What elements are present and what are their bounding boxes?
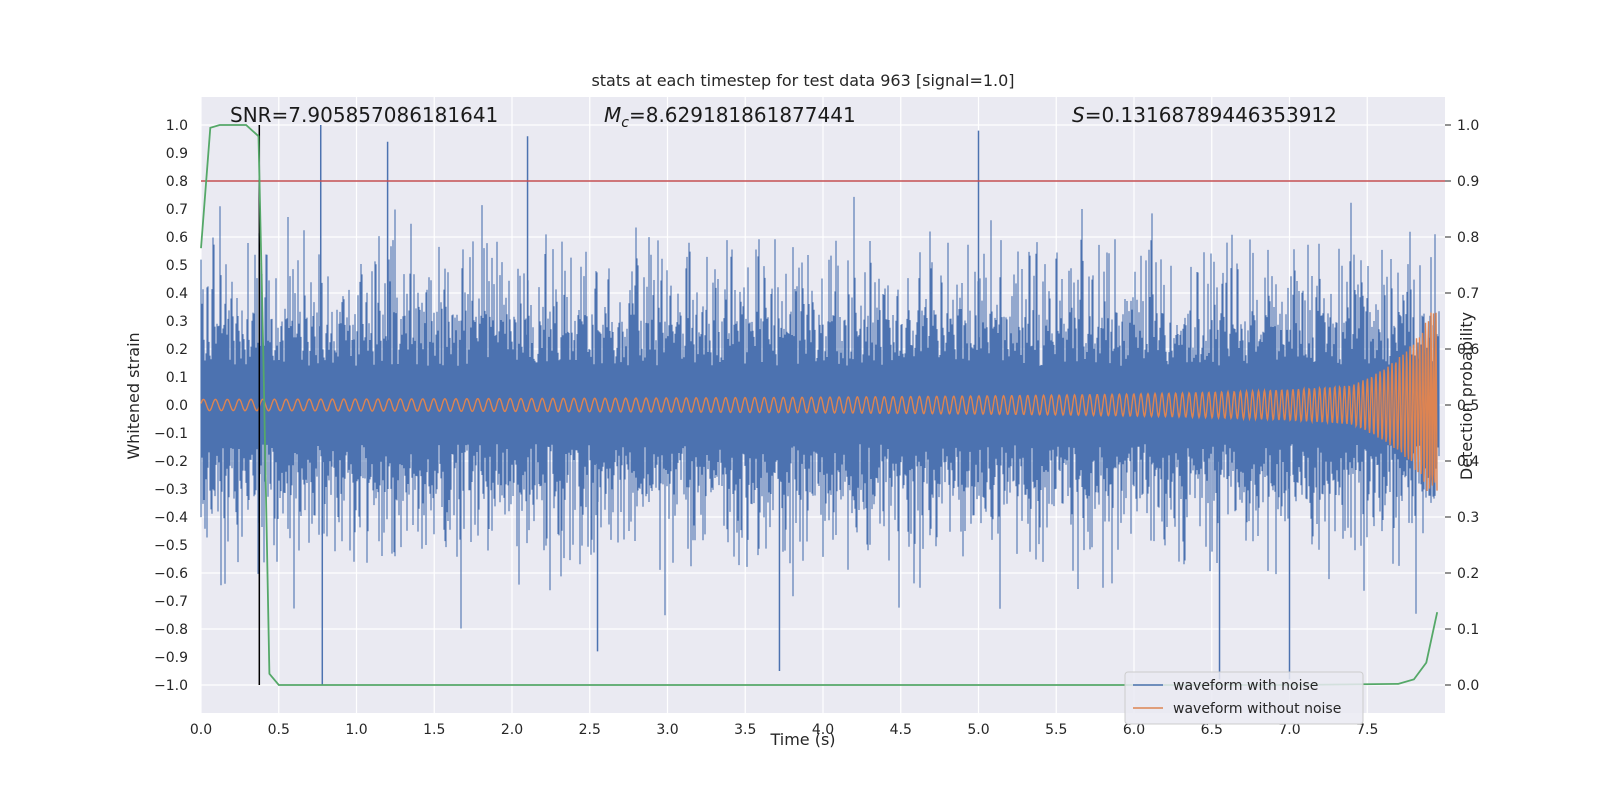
y-right-tick-label: 0.4	[1457, 454, 1479, 470]
y-left-tick-label: −0.6	[154, 566, 188, 582]
y-left-tick-label: −0.5	[154, 538, 188, 554]
clean-series	[200, 312, 1438, 492]
x-tick-label: 0.5	[268, 722, 290, 738]
x-tick-label: 2.0	[501, 722, 523, 738]
s-annotation: S=0.13168789446353912	[1072, 103, 1337, 127]
x-tick-label: 0.0	[190, 722, 212, 738]
y-left-tick-label: −0.4	[154, 510, 188, 526]
chirp-mass-annotation: Mc=8.629181861877441	[604, 103, 856, 131]
y-left-tick-label: 0.4	[166, 286, 188, 302]
x-tick-label: 2.5	[579, 722, 601, 738]
x-tick-label: 6.0	[1123, 722, 1145, 738]
chirp-mass-symbol: M	[604, 103, 621, 127]
x-tick-label: 5.5	[1045, 722, 1067, 738]
snr-annotation: SNR=7.905857086181641	[230, 103, 498, 127]
x-tick-label: 1.5	[423, 722, 445, 738]
x-axis-label: Time (s)	[769, 730, 835, 749]
x-tick-label: 3.5	[734, 722, 756, 738]
legend-label-noise: waveform with noise	[1173, 678, 1318, 694]
y-left-tick-label: 0.3	[166, 314, 188, 330]
y-left-tick-label: 0.9	[166, 146, 188, 162]
y-right-tick-label: 0.7	[1457, 286, 1479, 302]
legend-label-clean: waveform without noise	[1173, 701, 1341, 717]
detection-probability-line	[200, 124, 1439, 686]
y-right-tick-label: 0.8	[1457, 230, 1479, 246]
x-tick-label: 4.0	[812, 722, 834, 738]
x-tick-label: 4.5	[890, 722, 912, 738]
y-left-tick-label: 1.0	[166, 118, 188, 134]
y-left-tick-label: 0.8	[166, 174, 188, 190]
chart-title: stats at each timestep for test data 963…	[591, 71, 1014, 90]
chirp-mass-subscript: c	[621, 115, 629, 131]
y-right-tick-label: 1.0	[1457, 118, 1479, 134]
x-tick-label: 7.0	[1278, 722, 1300, 738]
y-right-tick-label: 0.5	[1457, 398, 1479, 414]
y-right-tick-label: 0.2	[1457, 566, 1479, 582]
y-left-tick-label: −1.0	[154, 678, 188, 694]
y-right-tick-label: 0.6	[1457, 342, 1479, 358]
x-tick-label: 3.0	[656, 722, 678, 738]
x-tick-label: 6.5	[1201, 722, 1223, 738]
y-right-tick-label: 0.3	[1457, 510, 1479, 526]
y-axis-right-label: Detection probability	[1457, 312, 1476, 480]
y-left-tick-label: 0.6	[166, 230, 188, 246]
y-left-tick-label: −0.8	[154, 622, 188, 638]
y-left-tick-label: 0.0	[166, 398, 188, 414]
y-axis-left-label: Whitened strain	[124, 332, 143, 459]
legend-box	[1124, 671, 1364, 725]
y-left-tick-label: −0.7	[154, 594, 188, 610]
chirp-mass-value: =8.629181861877441	[629, 103, 856, 127]
s-symbol: S	[1072, 103, 1085, 127]
y-left-tick-label: −0.1	[154, 426, 188, 442]
y-right-tick-label: 0.9	[1457, 174, 1479, 190]
y-left-tick-label: 0.2	[166, 342, 188, 358]
y-left-tick-label: −0.2	[154, 454, 188, 470]
s-value: =0.13168789446353912	[1085, 103, 1337, 127]
y-left-tick-label: −0.3	[154, 482, 188, 498]
y-left-tick-label: 0.5	[166, 258, 188, 274]
y-right-tick-label: 0.0	[1457, 678, 1479, 694]
y-left-tick-label: −0.9	[154, 650, 188, 666]
x-tick-label: 1.0	[345, 722, 367, 738]
y-axis-left-ticks: 1.0 0.9 0.8 0.7 0.6 0.5 0.4 0.3 0.2 0.1 0.0 −0.1 −0.…	[154, 118, 188, 694]
y-left-tick-label: 0.1	[166, 370, 188, 386]
y-axis-right-ticks: 1.0 0.9 0.8 0.7 0.6 0.5 0.4 0.3 0.2 0.1 0.0	[1445, 118, 1479, 694]
x-tick-label: 7.5	[1356, 722, 1378, 738]
legend: waveform with noise waveform without noi…	[1124, 671, 1364, 725]
x-axis-ticks: 0.0 0.5 1.0 1.5 2.0 2.5 3.0 3.5 4.0 4.5 5.0 5.5 6.0 6…	[190, 722, 1379, 738]
clean-waveform	[200, 312, 1438, 492]
y-left-tick-label: 0.7	[166, 202, 188, 218]
y-right-tick-label: 0.1	[1457, 622, 1479, 638]
x-tick-label: 5.0	[967, 722, 989, 738]
